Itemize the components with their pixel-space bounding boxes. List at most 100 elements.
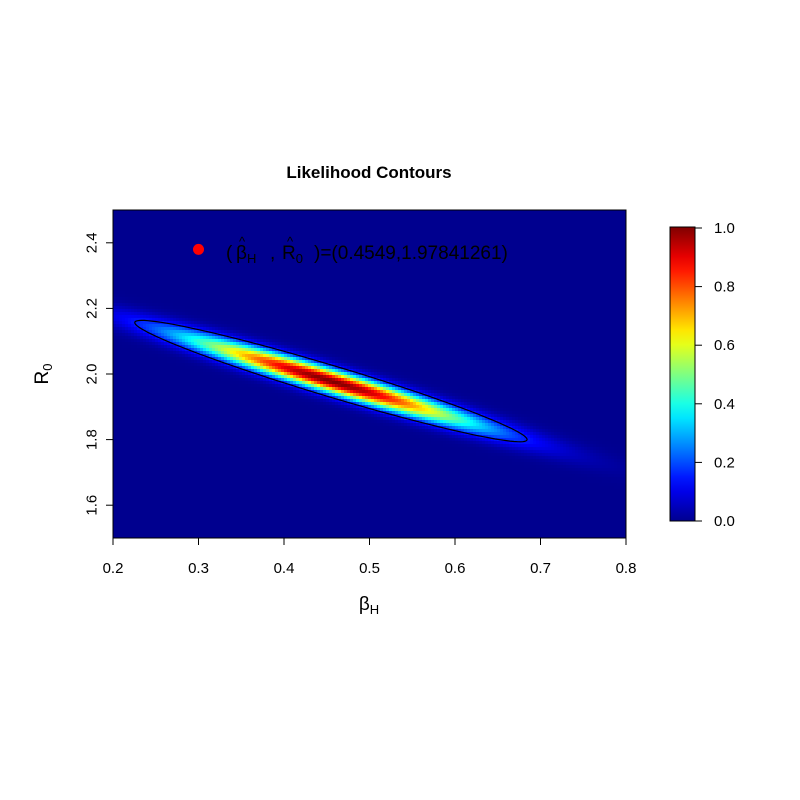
heatmap-cell: [422, 282, 426, 286]
heatmap-cell: [281, 270, 285, 274]
heatmap-cell: [113, 288, 117, 292]
heatmap-cell: [551, 294, 555, 298]
heatmap-cell: [593, 228, 597, 232]
heatmap-cell: [122, 258, 126, 262]
heatmap-cell: [245, 279, 249, 283]
heatmap-cell: [437, 222, 441, 226]
heatmap-cell: [269, 267, 273, 271]
heatmap-cell: [290, 210, 294, 214]
heatmap-cell: [164, 279, 168, 283]
heatmap-cell: [455, 279, 459, 283]
heatmap-cell: [362, 285, 366, 289]
heatmap-cell: [380, 225, 384, 229]
heatmap-cell: [140, 234, 144, 238]
heatmap-cell: [533, 222, 537, 226]
heatmap-cell: [320, 234, 324, 238]
heatmap-cell: [464, 255, 468, 259]
heatmap-cell: [227, 246, 231, 250]
heatmap-cell: [260, 228, 264, 232]
heatmap-cell: [272, 216, 276, 220]
heatmap-cell: [413, 261, 417, 265]
heatmap-cell: [227, 264, 231, 268]
heatmap-cell: [173, 252, 177, 256]
heatmap-cell: [149, 240, 153, 244]
heatmap-cell: [137, 291, 141, 295]
heatmap-cell: [119, 270, 123, 274]
heatmap-cell: [563, 216, 567, 220]
heatmap-cell: [527, 246, 531, 250]
heatmap-cell: [344, 279, 348, 283]
heatmap-cell: [194, 282, 198, 286]
heatmap-cell: [479, 228, 483, 232]
heatmap-cell: [617, 261, 621, 265]
heatmap-cell: [344, 249, 348, 253]
heatmap-cell: [455, 246, 459, 250]
heatmap-cell: [260, 213, 264, 217]
heatmap-cell: [278, 282, 282, 286]
heatmap-cell: [392, 222, 396, 226]
heatmap-cell: [623, 246, 626, 250]
heatmap-cell: [242, 288, 246, 292]
heatmap-cell: [242, 270, 246, 274]
heatmap-cell: [503, 291, 507, 295]
heatmap-cell: [140, 243, 144, 247]
heatmap-cell: [269, 285, 273, 289]
heatmap-cell: [308, 243, 312, 247]
heatmap-cell: [452, 240, 456, 244]
heatmap-cell: [284, 243, 288, 247]
heatmap-cell: [401, 225, 405, 229]
heatmap-cell: [374, 252, 378, 256]
heatmap-cell: [452, 219, 456, 223]
heatmap-cell: [497, 216, 501, 220]
heatmap-cell: [416, 228, 420, 232]
heatmap-cell: [377, 231, 381, 235]
heatmap-cell: [554, 264, 558, 268]
heatmap-cell: [395, 258, 399, 262]
heatmap-cell: [539, 246, 543, 250]
heatmap-cell: [611, 210, 615, 214]
heatmap-cell: [458, 243, 462, 247]
heatmap-cell: [620, 255, 624, 259]
heatmap-cell: [416, 234, 420, 238]
heatmap-cell: [461, 279, 465, 283]
heatmap-cell: [452, 210, 456, 214]
heatmap-cell: [119, 285, 123, 289]
heatmap-cell: [593, 237, 597, 241]
heatmap-cell: [200, 291, 204, 295]
heatmap-cell: [368, 249, 372, 253]
heatmap-cell: [575, 258, 579, 262]
heatmap-cell: [266, 210, 270, 214]
heatmap-cell: [302, 267, 306, 271]
heatmap-cell: [191, 237, 195, 241]
heatmap-cell: [611, 270, 615, 274]
heatmap-cell: [404, 225, 408, 229]
heatmap-cell: [596, 285, 600, 289]
heatmap-cell: [590, 225, 594, 229]
heatmap-cell: [515, 234, 519, 238]
heatmap-cell: [371, 255, 375, 259]
heatmap-cell: [446, 234, 450, 238]
heatmap-cell: [332, 264, 336, 268]
heatmap-cell: [491, 270, 495, 274]
heatmap-cell: [188, 213, 192, 217]
heatmap-cell: [566, 225, 570, 229]
heatmap-cell: [308, 282, 312, 286]
heatmap-cell: [470, 288, 474, 292]
heatmap-cell: [284, 276, 288, 280]
heatmap-cell: [425, 225, 429, 229]
heatmap-cell: [281, 276, 285, 280]
heatmap-cell: [569, 222, 573, 226]
heatmap-cell: [335, 261, 339, 265]
heatmap-cell: [218, 294, 222, 298]
heatmap-cell: [587, 219, 591, 223]
heatmap-cell: [560, 213, 564, 217]
heatmap-cell: [248, 225, 252, 229]
heatmap-cell: [596, 225, 600, 229]
heatmap-cell: [260, 219, 264, 223]
heatmap-cell: [314, 252, 318, 256]
heatmap-cell: [284, 282, 288, 286]
heatmap-cell: [425, 231, 429, 235]
heatmap-cell: [164, 237, 168, 241]
heatmap-cell: [584, 216, 588, 220]
heatmap-cell: [530, 216, 534, 220]
